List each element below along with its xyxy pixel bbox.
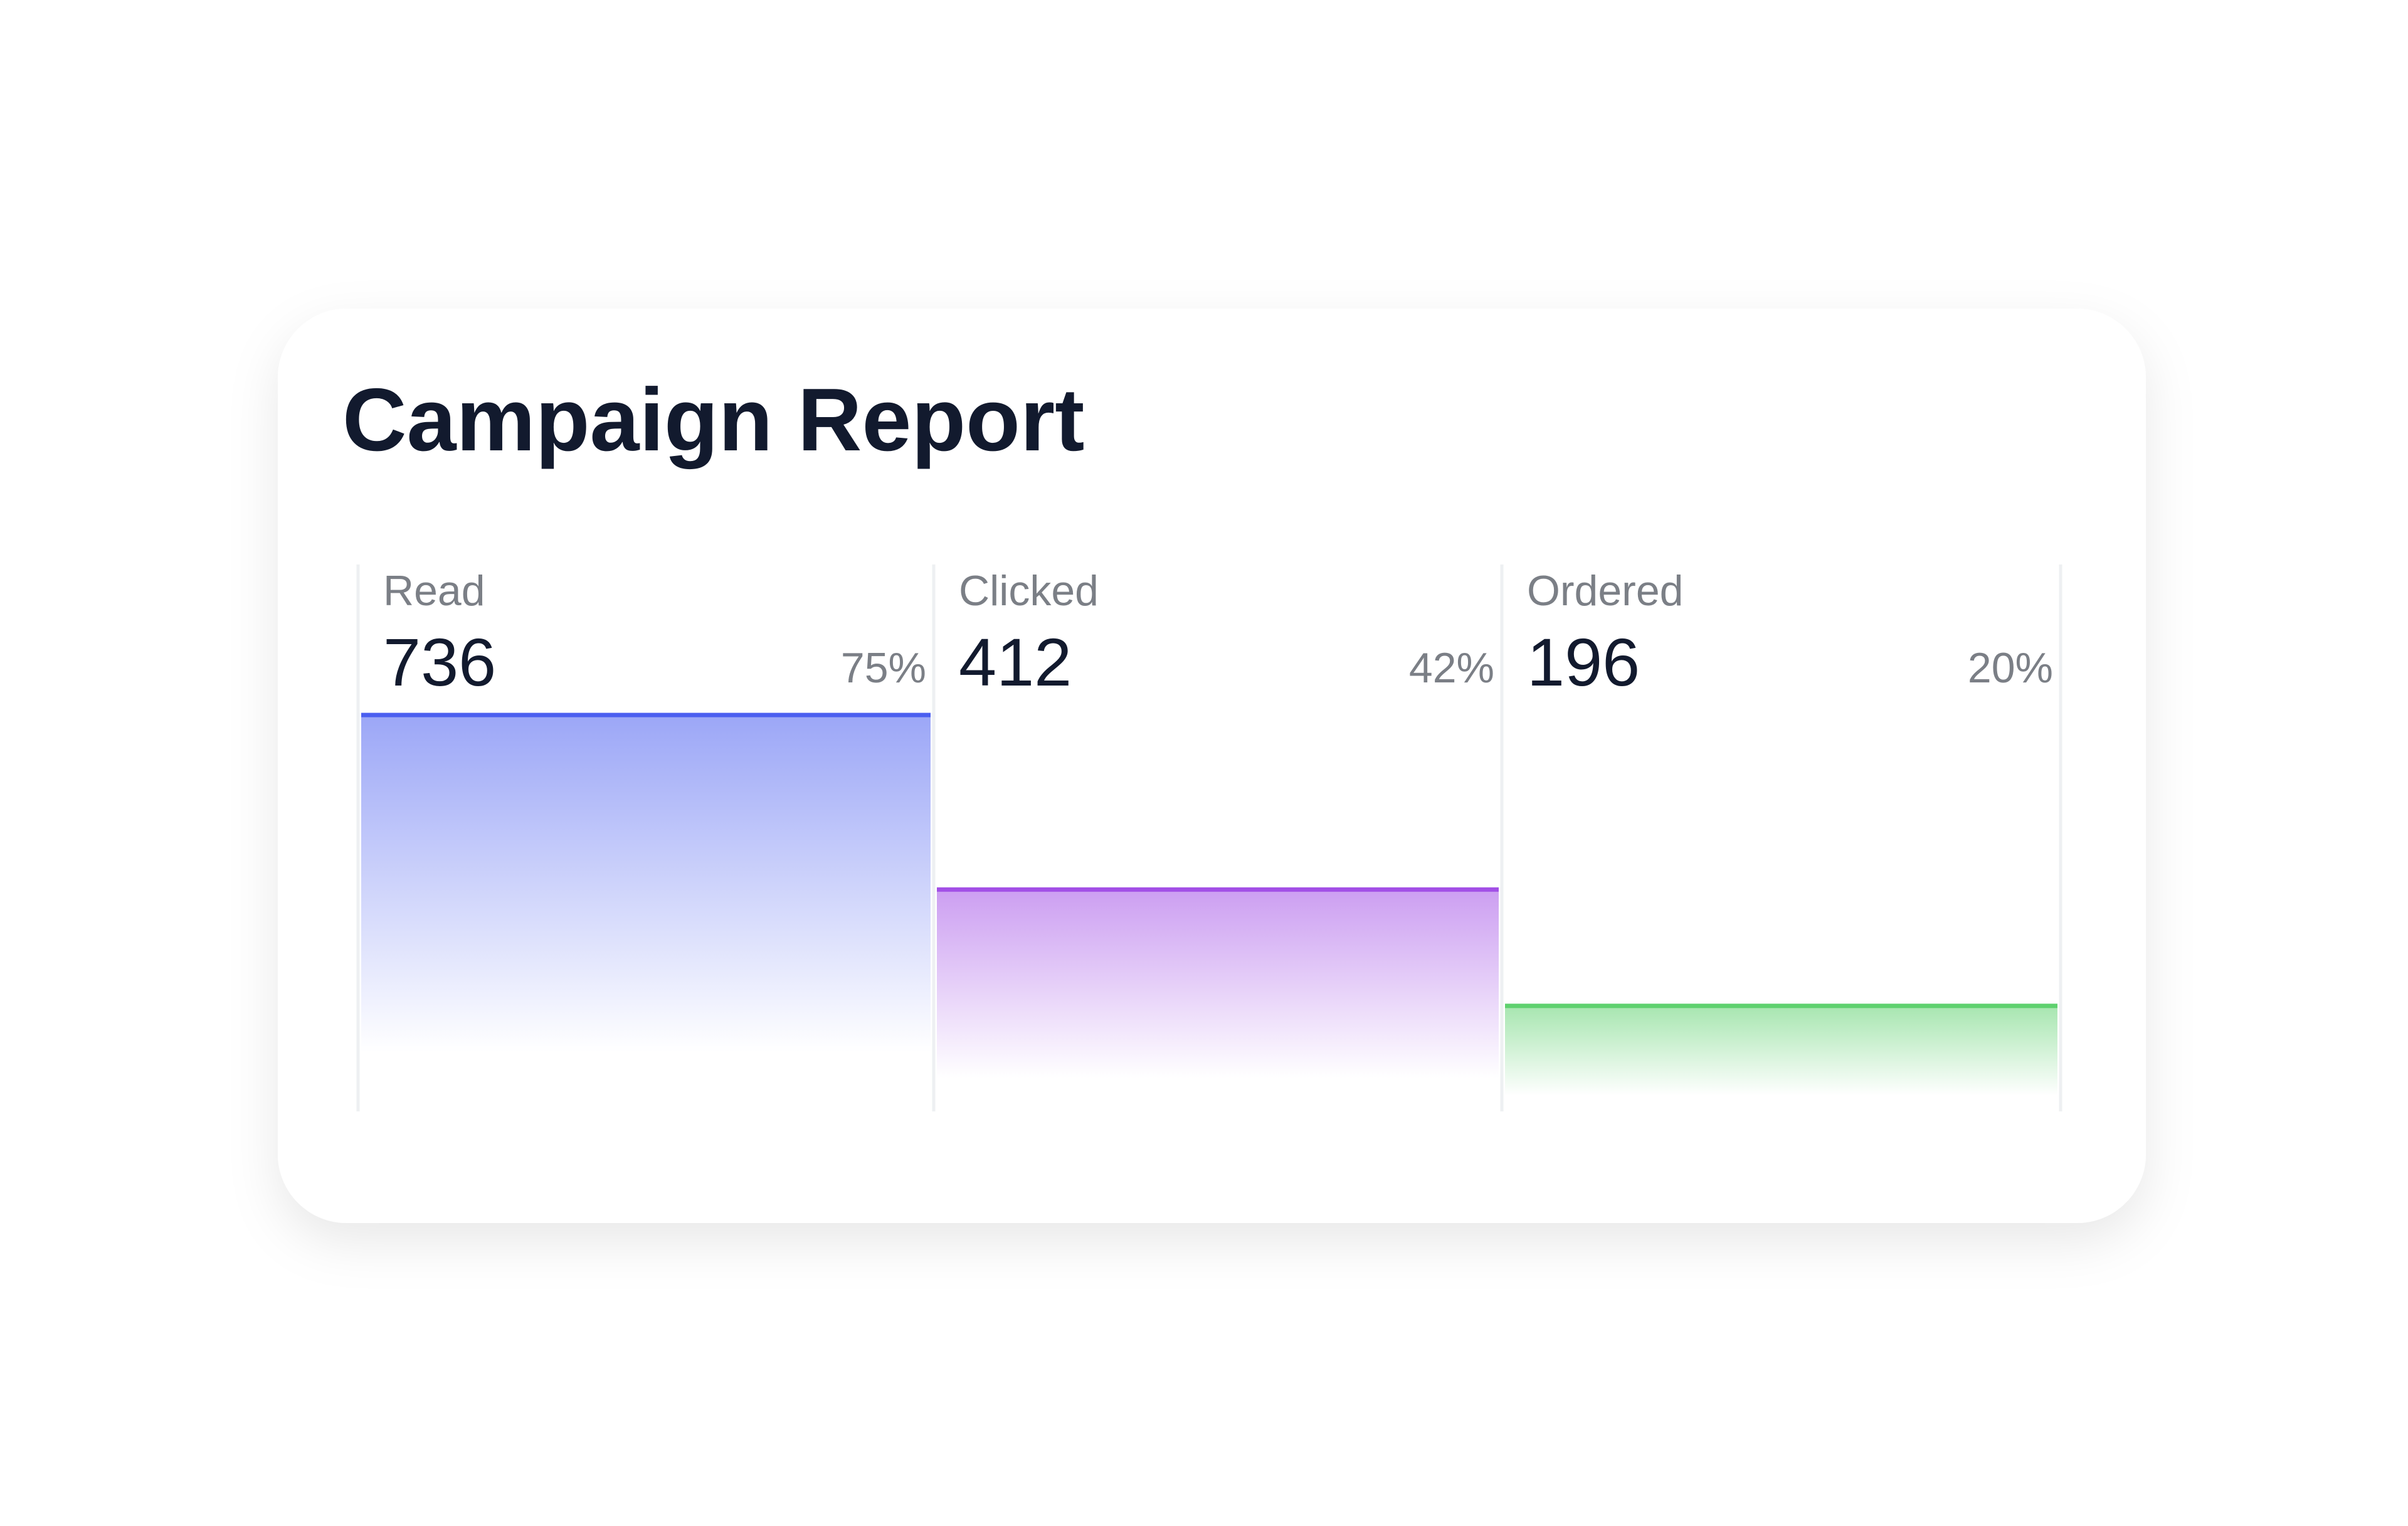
share-label: 20% [1968,644,2053,692]
value-label: 196 [1527,624,1640,700]
category-label: Ordered [1527,567,1683,615]
category-label: Read [383,567,485,615]
bar [361,715,931,1111]
bar [1505,1005,2057,1111]
bar [937,889,1499,1111]
category-label: Clicked [959,567,1099,615]
share-label: 42% [1409,644,1494,692]
value-label: 736 [383,624,496,700]
value-label: 412 [959,624,1072,700]
chart-title: Campaign Report [342,370,1084,470]
share-label: 75% [841,644,926,692]
